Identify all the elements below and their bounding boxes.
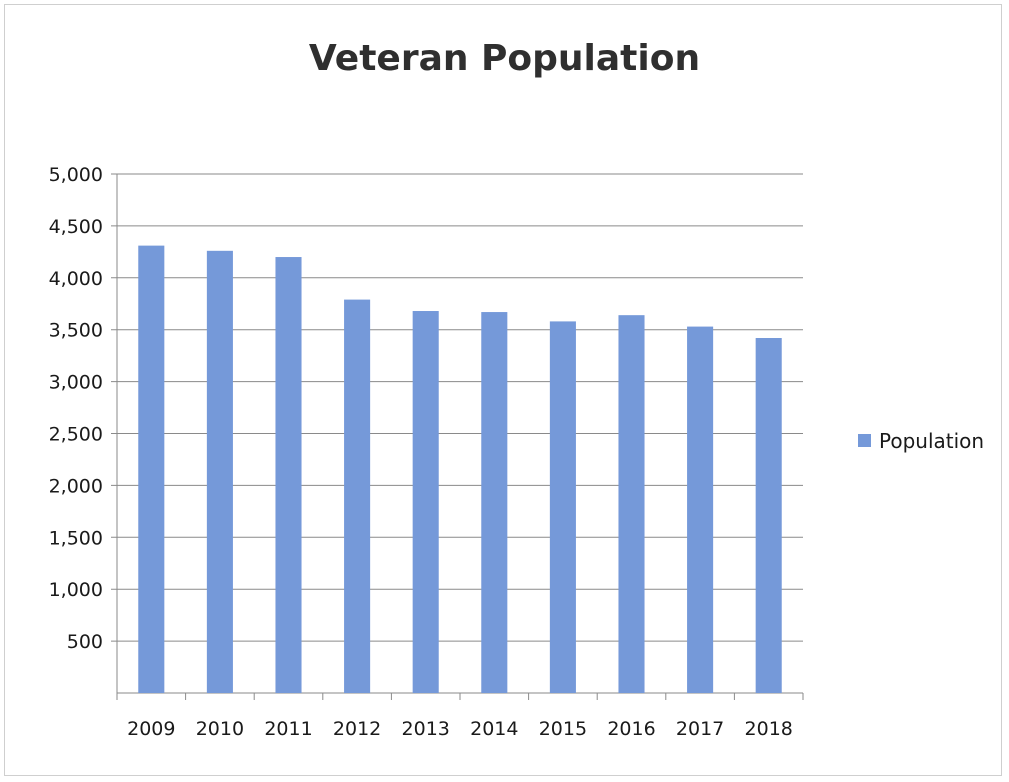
y-tick-label: 3,000 [49, 372, 103, 394]
x-tick-label: 2015 [539, 718, 587, 740]
x-tick-label: 2018 [745, 718, 793, 740]
bar [687, 326, 714, 693]
y-tick-label: 500 [67, 631, 103, 653]
y-tick-label: 3,500 [49, 320, 103, 342]
legend-label: Population [879, 429, 984, 453]
y-tick-label: 1,500 [49, 527, 103, 549]
x-tick-label: 2016 [607, 718, 655, 740]
x-tick-label: 2017 [676, 718, 724, 740]
y-tick-label: 5,000 [49, 164, 103, 186]
bar [755, 338, 782, 693]
bar [138, 245, 165, 693]
bar [618, 315, 645, 693]
y-tick-label: 2,000 [49, 475, 103, 497]
y-tick-label: 1,000 [49, 579, 103, 601]
x-tick-label: 2009 [127, 718, 175, 740]
x-tick-label: 2012 [333, 718, 381, 740]
bar [275, 257, 302, 693]
x-tick-label: 2011 [264, 718, 312, 740]
bar [481, 312, 508, 693]
y-tick-label: 4,000 [49, 268, 103, 290]
x-tick-label: 2013 [402, 718, 450, 740]
legend-swatch [858, 434, 871, 447]
x-tick-label: 2014 [470, 718, 518, 740]
bar [549, 321, 576, 693]
y-tick-label: 4,500 [49, 216, 103, 238]
x-tick-label: 2010 [196, 718, 244, 740]
y-tick-label: 2,500 [49, 424, 103, 446]
bar [344, 299, 371, 693]
bar [412, 311, 439, 693]
bar [206, 250, 233, 693]
chart-title: Veteran Population [308, 38, 701, 79]
